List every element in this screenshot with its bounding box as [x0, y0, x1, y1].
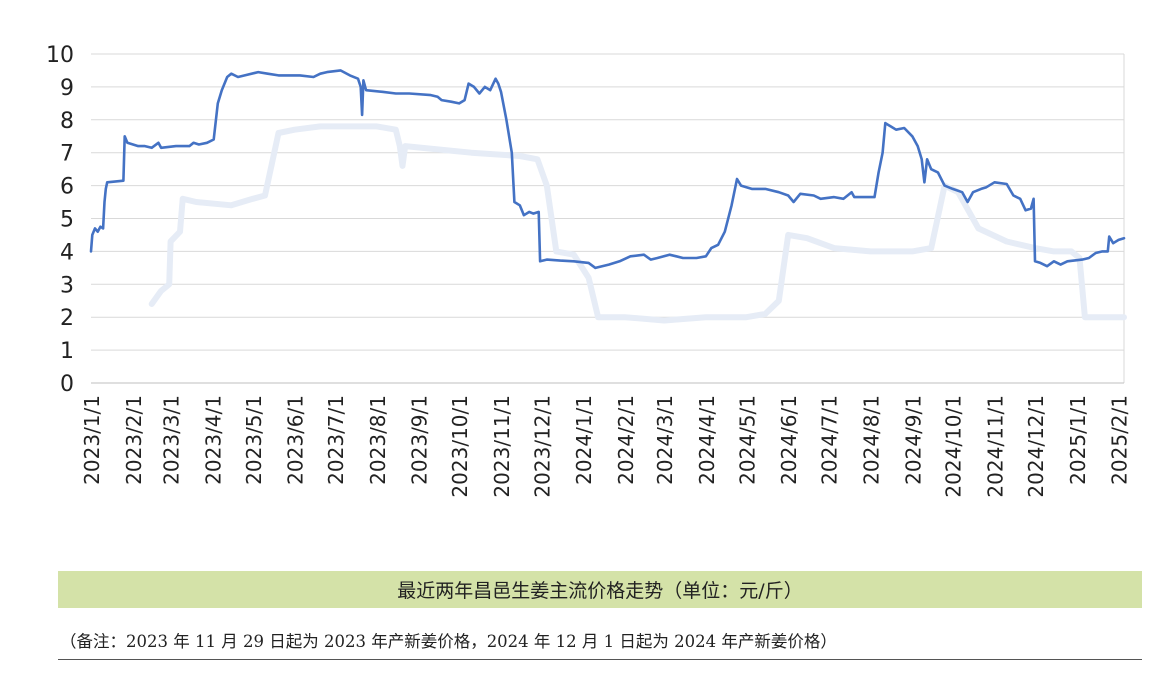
x-tick-label: 2024/2/1	[614, 395, 638, 485]
bottom-divider	[58, 659, 1142, 660]
x-tick-label: 2023/3/1	[160, 395, 184, 485]
x-tick-label: 2023/6/1	[284, 395, 308, 485]
x-tick-label: 2023/11/1	[490, 395, 514, 498]
x-tick-label: 2023/2/1	[122, 395, 146, 485]
price-series-line	[89, 69, 1126, 270]
y-tick-label: 9	[60, 76, 74, 101]
x-tick-label: 2024/8/1	[859, 395, 883, 485]
series-lines	[89, 69, 1127, 324]
x-tick-label: 2024/7/1	[818, 395, 842, 485]
x-tick-label: 2024/6/1	[777, 395, 801, 485]
footnote: （备注：2023 年 11 月 29 日起为 2023 年产新姜价格，2024 …	[60, 632, 837, 651]
x-tick-label: 2024/10/1	[942, 395, 966, 498]
x-tick-label: 2025/1/1	[1066, 395, 1090, 485]
x-tick-label: 2023/8/1	[366, 395, 390, 485]
y-tick-label: 10	[46, 43, 74, 68]
y-axis-tick-labels: 0 1 2 3 4 5 6 7 8 9 10	[46, 43, 74, 397]
y-tick-label: 4	[60, 240, 74, 265]
x-tick-label: 2024/9/1	[901, 395, 925, 485]
x-tick-label: 2024/12/1	[1024, 395, 1048, 498]
y-tick-label: 6	[60, 175, 74, 200]
x-tick-label: 2024/5/1	[735, 395, 759, 485]
y-tick-label: 8	[60, 109, 74, 134]
y-tick-label: 2	[60, 306, 74, 331]
x-tick-label: 2023/12/1	[530, 395, 554, 498]
x-tick-label: 2023/9/1	[408, 395, 432, 485]
x-tick-label: 2024/4/1	[695, 395, 719, 485]
faded-series-line	[148, 123, 1127, 324]
y-gridlines	[91, 53, 1125, 383]
x-tick-label: 2025/2/1	[1108, 395, 1132, 485]
chart-title: 最近两年昌邑生姜主流价格走势（单位：元/斤）	[58, 571, 1142, 608]
x-tick-label: 2023/1/1	[80, 395, 104, 485]
x-tick-label: 2023/10/1	[448, 395, 472, 498]
x-tick-label: 2023/7/1	[324, 395, 348, 485]
x-tick-label: 2024/11/1	[984, 395, 1008, 498]
y-tick-label: 7	[60, 142, 74, 167]
x-axis-tick-labels: 2023/1/1 2023/2/1 2023/3/1 2023/4/1 2023/5/1…	[80, 395, 1132, 498]
x-tick-label: 2024/3/1	[653, 395, 677, 485]
y-tick-label: 0	[60, 372, 74, 397]
y-tick-label: 1	[60, 339, 74, 364]
x-tick-label: 2023/5/1	[242, 395, 266, 485]
chart-title-text: 最近两年昌邑生姜主流价格走势（单位：元/斤）	[397, 580, 803, 602]
x-tick-label: 2023/4/1	[201, 395, 225, 485]
y-tick-label: 5	[60, 208, 74, 233]
x-tick-label: 2024/1/1	[572, 395, 596, 485]
y-tick-label: 3	[60, 273, 74, 298]
